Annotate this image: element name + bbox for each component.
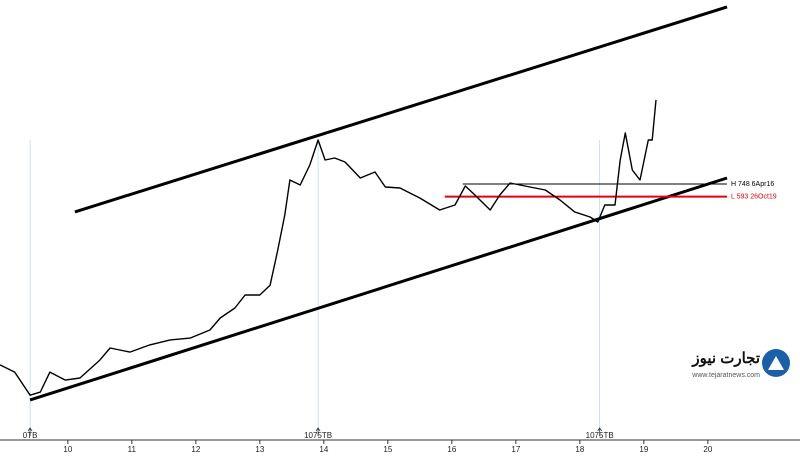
level-label: H 748 6Apr16 xyxy=(731,181,774,188)
x-tick-label: 17 xyxy=(511,445,520,454)
x-tick-label: 11 xyxy=(128,445,137,454)
x-tick-label: 10 xyxy=(63,445,72,454)
marker-arrow xyxy=(315,427,321,436)
price-line xyxy=(0,99,657,396)
marker-arrow xyxy=(597,427,603,436)
x-tick-label: 15 xyxy=(383,445,392,454)
channel-line xyxy=(74,5,728,214)
x-tick-label: 13 xyxy=(255,445,264,454)
logo-glyph xyxy=(768,356,784,370)
x-tick-label: 19 xyxy=(639,445,648,454)
level-label: L 593 26Oct19 xyxy=(731,193,777,200)
x-tick-label: 14 xyxy=(319,445,328,454)
logo-url: www.tejaratnews.com xyxy=(691,372,760,379)
marker-label: 1075TB xyxy=(304,431,332,440)
marker-label: 1075TB xyxy=(586,431,614,440)
x-tick-label: 20 xyxy=(703,445,712,454)
marker-arrow xyxy=(27,427,33,436)
logo-name: تجارت نیوز xyxy=(691,350,760,367)
x-tick-label: 18 xyxy=(575,445,584,454)
x-tick-label: 12 xyxy=(191,445,200,454)
marker-label: 0TB xyxy=(23,431,38,440)
channel-line xyxy=(29,176,728,402)
x-tick-label: 16 xyxy=(447,445,456,454)
logo: تجارت نیوز www.tejaratnews.com xyxy=(691,349,790,379)
